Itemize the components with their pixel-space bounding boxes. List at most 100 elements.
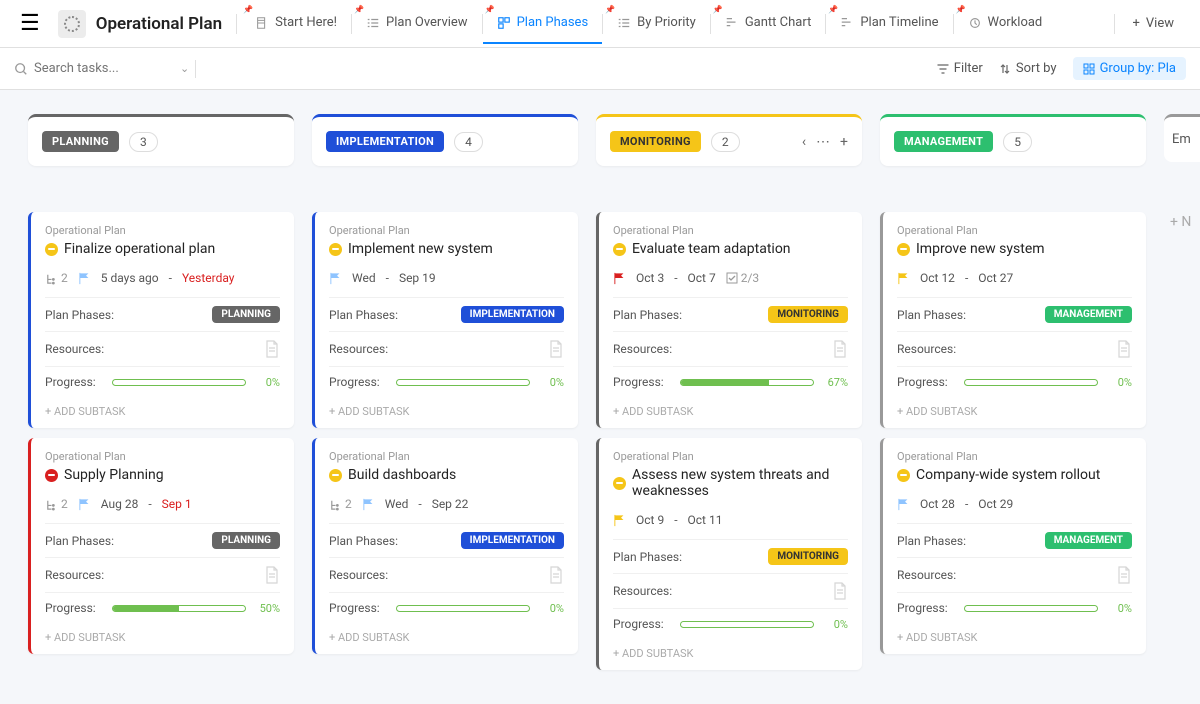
phase-badge[interactable]: MANAGEMENT [1045,532,1132,549]
menu-icon[interactable]: ☰ [12,7,48,40]
field-label: Plan Phases: [329,534,398,548]
add-subtask-button[interactable]: + ADD SUBTASK [329,623,564,648]
toolbar: ⌄ Filter Sort by Group by: Pla [0,48,1200,90]
separator [236,14,237,34]
add-icon[interactable]: + [840,134,848,150]
field-progress: Progress:50% [45,592,280,623]
groupby-button[interactable]: Group by: Pla [1073,57,1186,80]
search-input[interactable] [34,61,174,76]
status-dot-icon[interactable] [45,469,58,482]
progress-bar[interactable] [112,605,246,612]
collapse-icon[interactable]: ‹ [802,134,806,150]
phase-badge[interactable]: MANAGEMENT [1045,306,1132,323]
status-dot-icon[interactable] [45,243,58,256]
column-badge: PLANNING [42,131,119,152]
field-resources: Resources: [897,331,1132,366]
more-icon[interactable]: ⋯ [816,134,830,150]
sort-button[interactable]: Sort by [999,61,1057,76]
column-header: MANAGEMENT5 [880,114,1146,166]
card-meta-row: Oct 12-Oct 27 [897,271,1132,285]
tab-plan-overview[interactable]: 📌Plan Overview [352,3,482,44]
workspace-logo[interactable] [58,10,86,38]
chevron-down-icon[interactable]: ⌄ [180,62,189,75]
card-title: Build dashboards [348,467,456,483]
status-dot-icon[interactable] [613,243,626,256]
subtask-indicator[interactable]: 2 [45,271,68,285]
phase-badge[interactable]: IMPLEMENTATION [461,532,564,549]
phase-badge[interactable]: PLANNING [212,306,280,323]
date-sep: - [674,271,677,285]
column-monitoring: MONITORING2‹⋯+Operational PlanEvaluate t… [596,114,862,680]
checklist-indicator[interactable]: 2/3 [726,271,759,285]
card-title-row: Supply Planning [45,467,280,483]
tab-icon [255,16,269,30]
field-progress: Progress:67% [613,366,848,397]
phase-badge[interactable]: MONITORING [768,548,848,565]
card-breadcrumb: Operational Plan [329,450,564,463]
status-dot-icon[interactable] [897,469,910,482]
subtask-indicator[interactable]: 2 [45,497,68,511]
add-subtask-button[interactable]: + ADD SUBTASK [897,397,1132,422]
add-subtask-button[interactable]: + ADD SUBTASK [45,623,280,648]
column-implementation: IMPLEMENTATION4Operational PlanImplement… [312,114,578,680]
tab-start-here-[interactable]: 📌Start Here! [241,3,351,44]
tab-by-priority[interactable]: 📌By Priority [603,3,710,44]
task-card[interactable]: Operational PlanFinalize operational pla… [28,212,294,428]
subtask-indicator[interactable]: 2 [329,497,352,511]
progress-bar[interactable] [680,621,814,628]
column-badge: IMPLEMENTATION [326,131,444,152]
field-label: Progress: [897,601,948,615]
task-card[interactable]: Operational PlanSupply Planning 2Aug 28-… [28,438,294,654]
status-dot-icon[interactable] [897,243,910,256]
pin-icon: 📌 [243,5,253,14]
topbar: ☰ Operational Plan 📌Start Here!📌Plan Ove… [0,0,1200,48]
add-subtask-button[interactable]: + ADD SUBTASK [329,397,564,422]
progress-bar[interactable] [112,379,246,386]
sort-icon [999,63,1011,75]
progress-bar[interactable] [964,605,1098,612]
tab-icon [617,16,631,30]
column-header: Em [1164,114,1200,162]
add-view-button[interactable]: + View [1119,4,1189,43]
status-dot-icon[interactable] [329,243,342,256]
progress-bar[interactable] [396,379,530,386]
tab-workload[interactable]: 📌Workload [954,3,1057,44]
date-sep: - [965,271,968,285]
progress-bar[interactable] [964,379,1098,386]
tab-plan-timeline[interactable]: 📌Plan Timeline [826,3,952,44]
filter-button[interactable]: Filter [937,61,983,76]
phase-badge[interactable]: IMPLEMENTATION [461,306,564,323]
card-title: Finalize operational plan [64,241,215,257]
task-card[interactable]: Operational PlanEvaluate team adaptation… [596,212,862,428]
status-dot-icon[interactable] [613,477,626,490]
add-subtask-button[interactable]: + ADD SUBTASK [613,397,848,422]
add-subtask-button[interactable]: + ADD SUBTASK [897,623,1132,648]
add-subtask-button[interactable]: + ADD SUBTASK [45,397,280,422]
field-label: Resources: [45,342,104,356]
field-label: Plan Phases: [897,308,966,322]
task-card[interactable]: Operational PlanBuild dashboards 2Wed-Se… [312,438,578,654]
tab-plan-phases[interactable]: 📌Plan Phases [483,3,603,44]
date-end: Sep 1 [162,497,192,511]
task-card[interactable]: Operational PlanAssess new system threat… [596,438,862,670]
progress-bar[interactable] [396,605,530,612]
card-breadcrumb: Operational Plan [897,450,1132,463]
progress-percent: 50% [254,602,280,615]
date-start: Wed [385,497,409,511]
groupby-label: Group by: Pla [1100,61,1176,76]
task-card[interactable]: Operational PlanCompany-wide system roll… [880,438,1146,654]
phase-badge[interactable]: MONITORING [768,306,848,323]
add-card-button[interactable]: + N [1164,208,1200,236]
status-dot-icon[interactable] [329,469,342,482]
add-subtask-button[interactable]: + ADD SUBTASK [613,639,848,664]
task-card[interactable]: Operational PlanImplement new systemWed-… [312,212,578,428]
progress-wrap: 0% [396,376,564,389]
tab-gantt-chart[interactable]: 📌Gantt Chart [711,3,826,44]
progress-fill [681,380,770,385]
task-card[interactable]: Operational PlanImprove new systemOct 12… [880,212,1146,428]
phase-badge[interactable]: PLANNING [212,532,280,549]
field-label: Progress: [897,375,948,389]
progress-bar[interactable] [680,379,814,386]
flag-icon [897,498,910,511]
document-icon [1116,340,1132,358]
